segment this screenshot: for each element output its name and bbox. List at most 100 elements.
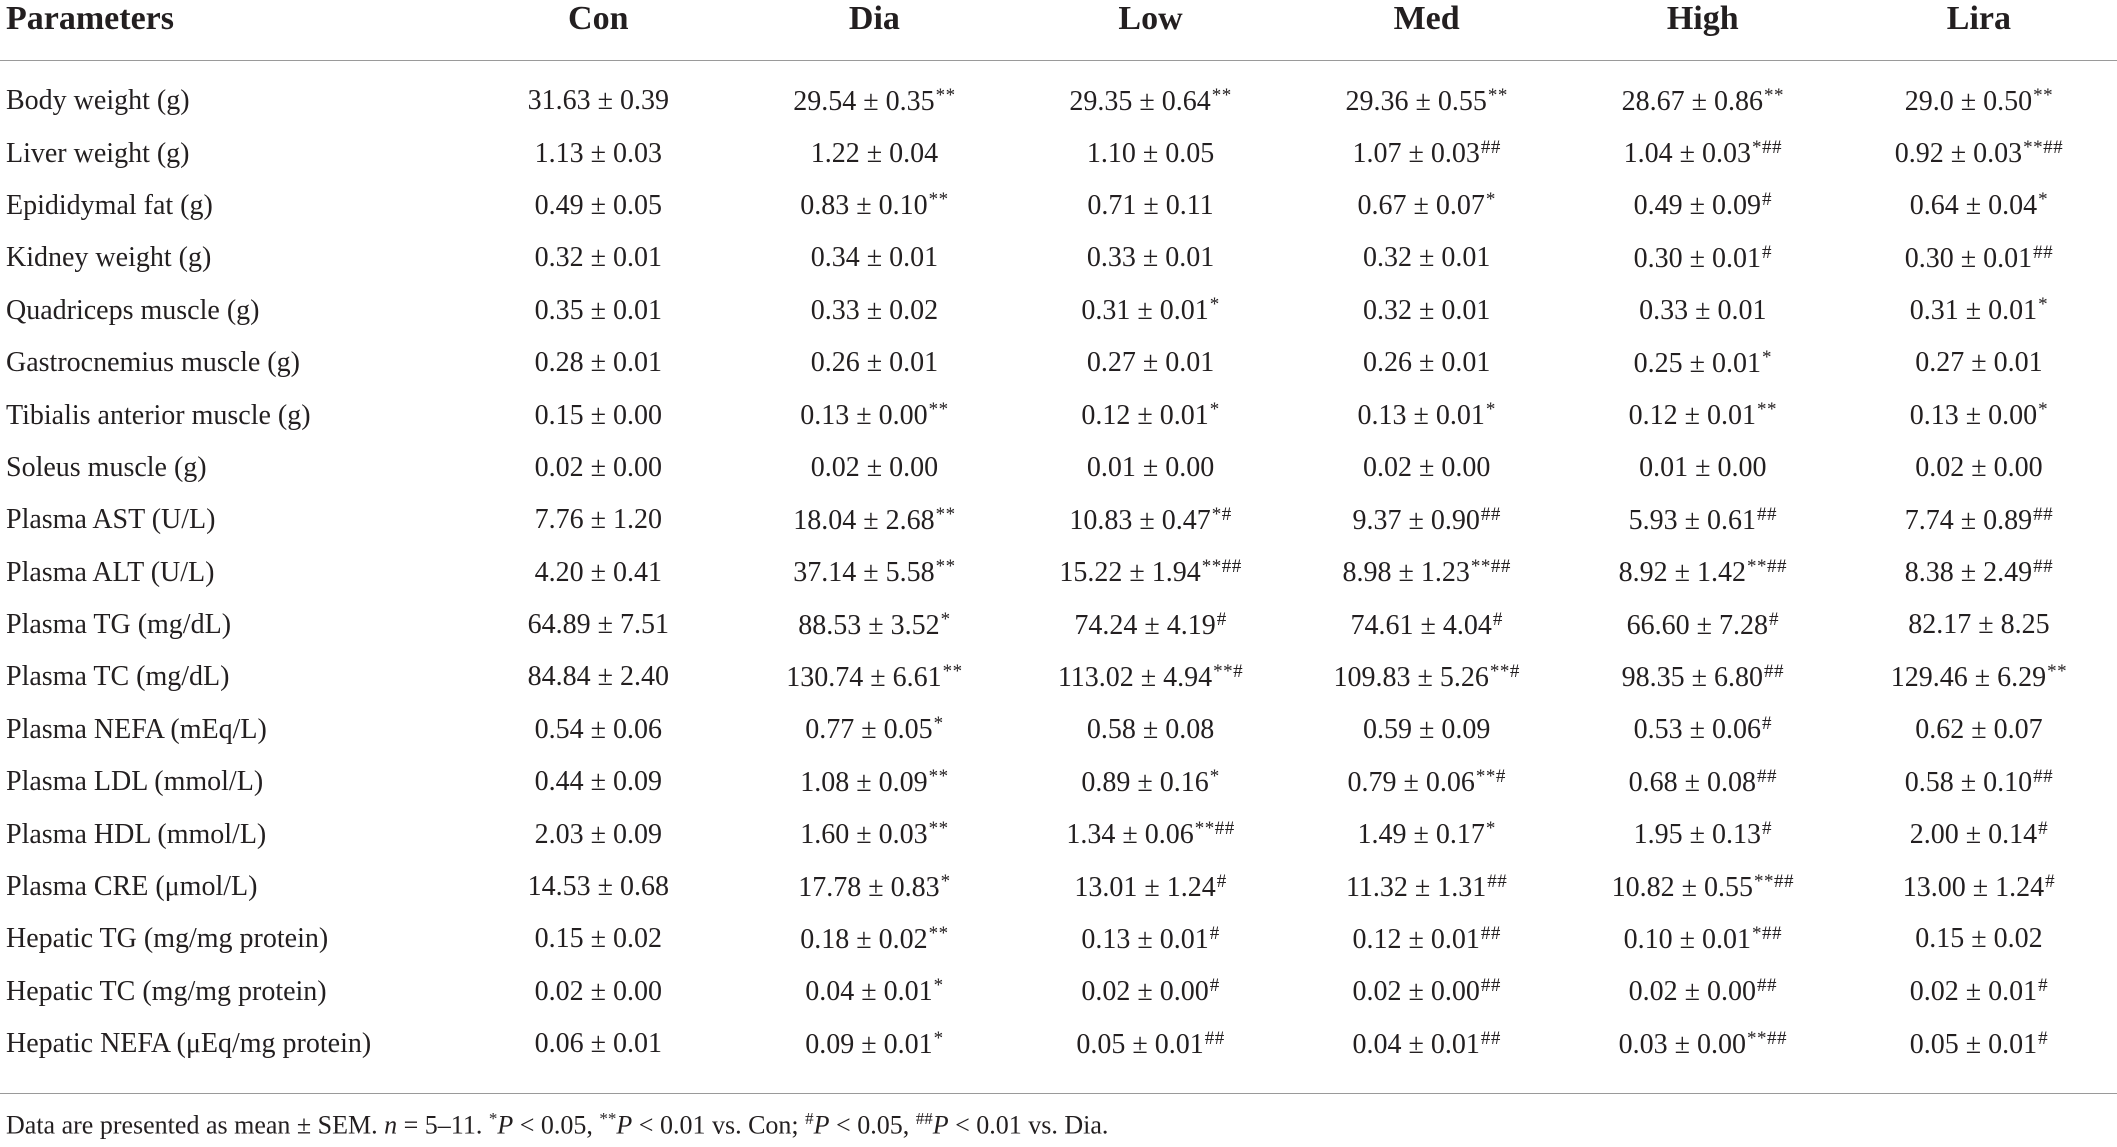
cell-value: 18.04 ± 2.68 bbox=[793, 504, 935, 536]
significance-mark: # bbox=[2038, 975, 2049, 997]
cell-value: 0.92 ± 0.03 bbox=[1894, 138, 2023, 170]
significance-mark: * bbox=[940, 870, 951, 892]
significance-mark: # bbox=[1216, 870, 1227, 892]
table-cell: 0.12 ± 0.01** bbox=[1565, 389, 1841, 441]
cell-value: 0.28 ± 0.01 bbox=[534, 347, 662, 379]
significance-mark: * bbox=[2038, 189, 2049, 211]
table-cell: 0.15 ± 0.02 bbox=[460, 913, 736, 965]
table-cell: 7.74 ± 0.89## bbox=[1841, 494, 2117, 546]
cell-value: 7.74 ± 0.89 bbox=[1904, 504, 2033, 536]
table-row: Gastrocnemius muscle (g) 0.28 ± 0.01 0.26 … bbox=[0, 337, 2117, 389]
table-cell: 0.02 ± 0.00# bbox=[1012, 966, 1288, 1018]
cell-value: 1.34 ± 0.06 bbox=[1066, 819, 1194, 851]
cell-value: 0.15 ± 0.02 bbox=[1915, 923, 2043, 955]
table-cell: 0.32 ± 0.01 bbox=[1289, 232, 1565, 284]
table-cell: 0.33 ± 0.02 bbox=[736, 285, 1012, 337]
cell-value: 0.06 ± 0.01 bbox=[534, 1028, 662, 1060]
table-cell: 130.74 ± 6.61** bbox=[736, 651, 1012, 703]
table-footnote: Data are presented as mean ± SEM. n = 5–… bbox=[6, 1109, 1108, 1141]
footnote-sig-mark: ## bbox=[915, 1109, 933, 1128]
row-label: Plasma ALT (U/L) bbox=[6, 556, 215, 588]
table-cell: 31.63 ± 0.39 bbox=[460, 61, 736, 128]
table-cell: 1.60 ± 0.03** bbox=[736, 808, 1012, 860]
cell-value: 0.33 ± 0.01 bbox=[1086, 242, 1215, 274]
header-low: Low bbox=[1012, 0, 1289, 61]
significance-mark: # bbox=[2045, 870, 2056, 892]
table-cell: 18.04 ± 2.68** bbox=[736, 494, 1012, 546]
cell-value: 0.10 ± 0.01 bbox=[1623, 923, 1751, 955]
cell-value: 0.09 ± 0.01 bbox=[805, 1028, 933, 1060]
cell-value: 28.67 ± 0.86 bbox=[1621, 85, 1763, 117]
header-row: Parameters Con Dia Low Med High Lira bbox=[0, 0, 2117, 61]
cell-value: 0.34 ± 0.01 bbox=[810, 242, 939, 274]
table-cell: 0.77 ± 0.05* bbox=[736, 704, 1012, 756]
significance-mark: **## bbox=[1753, 870, 1794, 892]
table-cell: 0.31 ± 0.01* bbox=[1012, 285, 1288, 337]
table-cell: 0.15 ± 0.00 bbox=[460, 389, 736, 441]
significance-mark: ## bbox=[1480, 922, 1501, 944]
table-cell: 8.38 ± 2.49## bbox=[1841, 547, 2117, 599]
table-cell: 0.02 ± 0.00 bbox=[460, 442, 736, 494]
cell-value: 0.26 ± 0.01 bbox=[1362, 347, 1491, 379]
table-cell: 0.49 ± 0.05 bbox=[460, 180, 736, 232]
significance-mark: ## bbox=[1204, 1027, 1225, 1049]
table-cell: 2.00 ± 0.14# bbox=[1841, 808, 2117, 860]
table-cell: 129.46 ± 6.29** bbox=[1841, 651, 2117, 703]
cell-value: 0.02 ± 0.00 bbox=[534, 451, 662, 483]
cell-value: 0.03 ± 0.00 bbox=[1618, 1028, 1746, 1060]
table-cell: 0.67 ± 0.07* bbox=[1289, 180, 1565, 232]
table-row: Soleus muscle (g) 0.02 ± 0.00 0.02 ± 0.00 0… bbox=[0, 442, 2117, 494]
significance-mark: ## bbox=[1756, 975, 1777, 997]
table-cell: 8.92 ± 1.42**## bbox=[1565, 547, 1841, 599]
significance-mark: ** bbox=[928, 399, 949, 421]
header-lira: Lira bbox=[1840, 0, 2117, 61]
cell-value: 0.44 ± 0.09 bbox=[534, 766, 662, 798]
significance-mark: # bbox=[1761, 818, 1772, 840]
cell-value: 5.93 ± 0.61 bbox=[1628, 504, 1756, 536]
significance-mark: ** bbox=[1487, 84, 1508, 106]
table-cell: 9.37 ± 0.90## bbox=[1289, 494, 1565, 546]
footnote-sig-mark: * bbox=[488, 1109, 498, 1128]
footnote-p: P bbox=[497, 1110, 514, 1140]
cell-value: 0.54 ± 0.06 bbox=[534, 713, 662, 745]
cell-value: 0.15 ± 0.02 bbox=[534, 923, 662, 955]
table-cell: 0.30 ± 0.01## bbox=[1841, 232, 2117, 284]
table-cell: 0.33 ± 0.01 bbox=[1012, 232, 1288, 284]
cell-value: 1.95 ± 0.13 bbox=[1633, 819, 1761, 851]
table-cell: 0.05 ± 0.01## bbox=[1012, 1018, 1288, 1070]
significance-mark: * bbox=[933, 975, 944, 997]
footnote-text: < 0.05, bbox=[513, 1110, 600, 1140]
cell-value: 29.36 ± 0.55 bbox=[1345, 85, 1487, 117]
footnote-text: < 0.01 vs. Con; bbox=[632, 1110, 806, 1140]
significance-mark: * bbox=[1209, 294, 1220, 316]
table-cell: 0.26 ± 0.01 bbox=[736, 337, 1012, 389]
significance-mark: # bbox=[2038, 818, 2049, 840]
cell-value: 14.53 ± 0.68 bbox=[527, 871, 669, 903]
significance-mark: ## bbox=[2033, 503, 2054, 525]
table-cell: 0.92 ± 0.03**## bbox=[1841, 127, 2117, 179]
table-cell: 0.44 ± 0.09 bbox=[460, 756, 736, 808]
significance-mark: **## bbox=[1194, 818, 1235, 840]
cell-value: 31.63 ± 0.39 bbox=[527, 85, 669, 117]
footnote-p: P bbox=[932, 1110, 949, 1140]
cell-value: 0.05 ± 0.01 bbox=[1076, 1028, 1204, 1060]
table-cell: 113.02 ± 4.94**# bbox=[1012, 651, 1288, 703]
cell-value: 0.58 ± 0.10 bbox=[1904, 766, 2033, 798]
significance-mark: ** bbox=[935, 84, 956, 106]
cell-value: 0.32 ± 0.01 bbox=[534, 242, 662, 274]
row-label: Quadriceps muscle (g) bbox=[6, 294, 260, 326]
significance-mark: ## bbox=[2033, 241, 2054, 263]
cell-value: 29.0 ± 0.50 bbox=[1904, 85, 2033, 117]
table-row: Plasma NEFA (mEq/L) 0.54 ± 0.06 0.77 ± 0.0… bbox=[0, 704, 2117, 756]
cell-value: 0.59 ± 0.09 bbox=[1362, 713, 1491, 745]
table-cell: 0.18 ± 0.02** bbox=[736, 913, 1012, 965]
table-cell: 84.84 ± 2.40 bbox=[460, 651, 736, 703]
significance-mark: ** bbox=[928, 189, 949, 211]
table-cell: 17.78 ± 0.83* bbox=[736, 861, 1012, 913]
cell-value: 0.67 ± 0.07 bbox=[1357, 190, 1485, 222]
table-cell: 74.61 ± 4.04# bbox=[1289, 599, 1565, 651]
cell-value: 10.82 ± 0.55 bbox=[1611, 871, 1753, 903]
table-row: Hepatic TG (mg/mg protein) 0.15 ± 0.02 0.1… bbox=[0, 913, 2117, 965]
table-cell: 88.53 ± 3.52* bbox=[736, 599, 1012, 651]
